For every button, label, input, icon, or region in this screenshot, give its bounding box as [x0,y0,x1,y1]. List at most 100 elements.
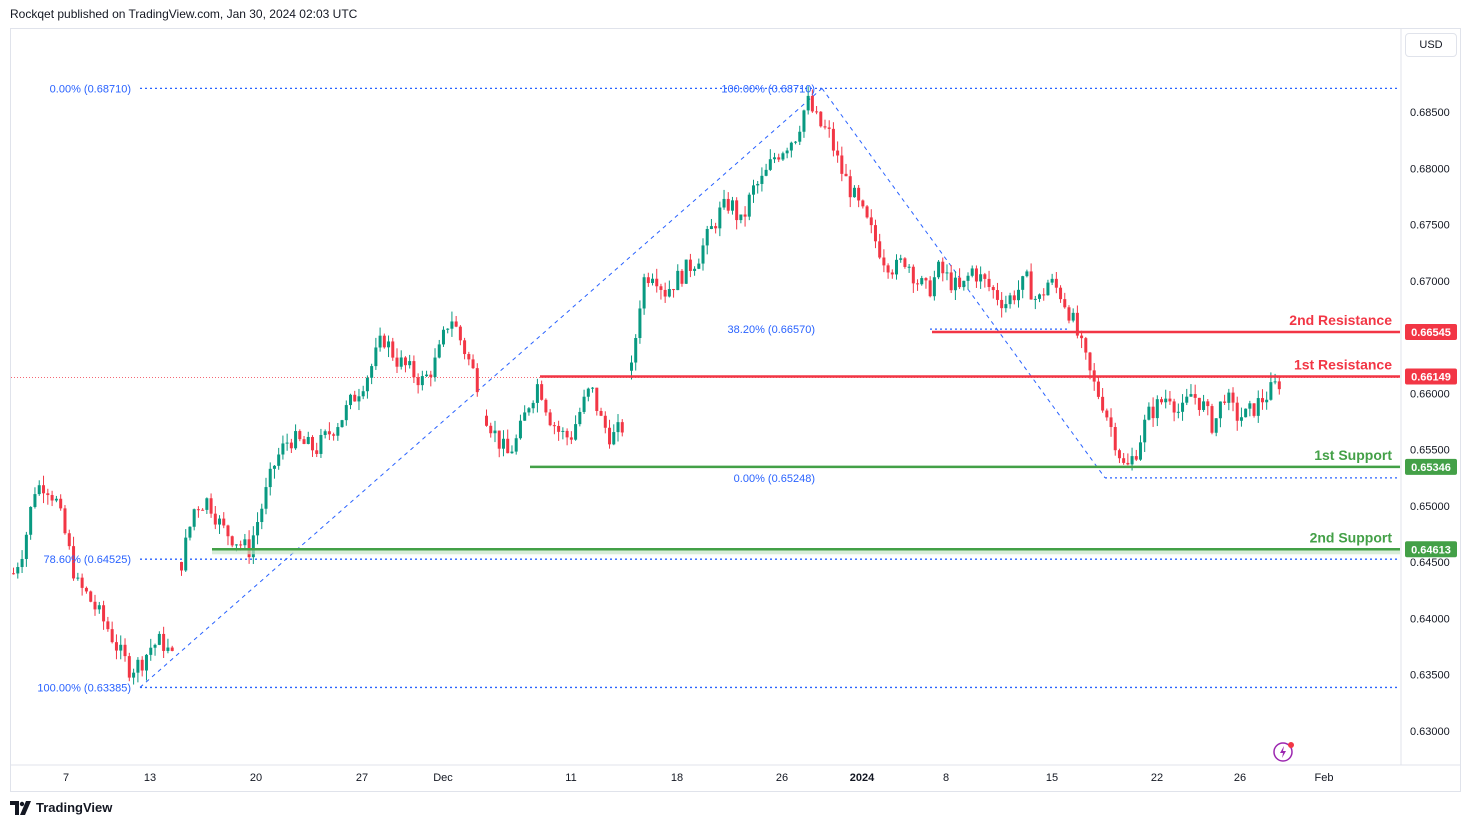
candle-body [1113,427,1117,451]
candle-body [1147,406,1151,420]
candle-body [574,424,578,440]
fib-trend-up [139,87,823,688]
fib-label: 100.00% (0.68710) [721,83,815,95]
candle-body [768,159,772,170]
level-price-tag [1405,541,1457,558]
price-tick-label: 0.65500 [1410,445,1450,457]
candle-body [848,176,852,198]
candle-body [251,535,255,558]
candle-body [840,155,844,174]
price-tick-label: 0.65000 [1410,501,1450,513]
candle-body [709,226,713,229]
candle-body [323,431,327,435]
candle-body [676,270,680,291]
candle-body [616,422,620,433]
candle-body [127,656,131,678]
candle-body [544,399,548,413]
candle-body [595,387,599,411]
candle-body [608,427,612,445]
candle-body [67,533,71,547]
candle-body [1071,312,1075,321]
level-name: 1st Resistance [1294,356,1392,372]
level-price-tag [1405,368,1457,385]
candle-body [865,206,869,218]
candle-body [46,493,50,496]
candle-body [72,546,76,579]
candle-body [268,468,272,488]
candle-body [586,388,590,397]
candle-body [693,268,697,271]
candle-body [907,266,911,268]
candle-body [1096,381,1100,397]
candle-body [634,338,638,363]
candle-body [582,396,586,412]
candle-body [941,261,945,274]
publisher-credit: Rockqet published on TradingView.com, Ja… [10,7,358,21]
candle-body [80,577,84,588]
candle-body [831,128,835,151]
candle-body [192,509,196,527]
candle-body [789,142,793,151]
candle-body [458,326,462,341]
candle-body [93,601,97,610]
support-zone [212,548,1400,555]
candle-body [552,425,556,427]
candle-body [937,261,941,278]
candle-body [437,344,441,358]
candle-body [730,200,734,211]
candle-body [226,525,230,537]
candle-body [132,672,136,678]
candle-body [298,431,302,440]
candle-body [1042,294,1046,296]
candle-body [89,591,93,602]
candle-body [1181,402,1185,412]
candle-body [289,442,293,449]
candle-body [213,513,217,525]
candle-body [123,644,127,657]
candle-body [1239,417,1243,421]
alert-icon[interactable] [1272,740,1296,769]
candle-body [201,509,205,511]
candle-body [701,245,705,264]
candle-body [1000,299,1004,309]
candle-body [1067,307,1071,321]
candle-body [535,384,539,403]
candle-body [332,434,336,436]
currency-button[interactable]: USD [1405,33,1457,57]
price-tick-label: 0.67500 [1410,220,1450,232]
candle-body [620,422,624,433]
candle-body [974,268,978,282]
candle-body [1105,410,1109,418]
candle-body [962,280,966,288]
candle-body [272,465,276,469]
candle-body [785,150,789,154]
candle-body [531,402,535,409]
candle-body [382,335,386,348]
candle-body [463,340,467,355]
candle-body [1189,394,1193,397]
price-tick-label: 0.68000 [1410,163,1450,175]
candle-body [548,412,552,426]
candle-body [1210,406,1214,433]
candle-body [119,644,123,651]
candle-body [1197,397,1201,410]
candle-body [1012,295,1016,301]
candle-body [802,110,806,132]
candle-body [365,377,369,392]
candle-body [651,278,655,284]
candle-body [1256,398,1260,416]
fibonacci-lines [11,87,1400,689]
candle-body [1252,403,1256,416]
candle-body [471,359,475,369]
candle-body [561,430,565,432]
candle-body [899,258,903,260]
candle-body [667,289,671,297]
candle-body [810,95,814,112]
candle-body [565,430,569,438]
candle-body [260,508,264,523]
candle-body [1004,304,1008,309]
time-tick-label: 27 [356,772,368,784]
candle-body [1260,398,1264,403]
candle-body [357,396,361,402]
